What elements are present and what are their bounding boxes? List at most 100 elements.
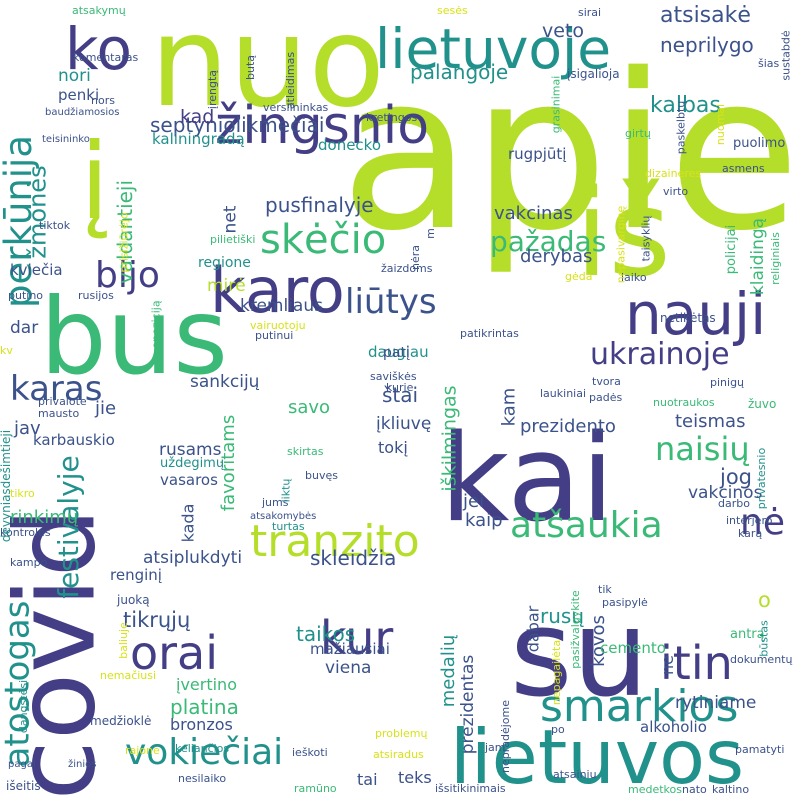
cloud-word: smarkios xyxy=(540,681,739,732)
cloud-word: cemento xyxy=(600,639,666,657)
cloud-word: taikos xyxy=(296,622,356,646)
cloud-word: štai xyxy=(382,383,419,407)
cloud-word: penki xyxy=(58,86,100,104)
cloud-word: teismas xyxy=(675,411,746,432)
cloud-word: ko xyxy=(65,15,133,83)
cloud-word: verslininkas xyxy=(263,101,329,114)
cloud-word: laukiniai xyxy=(540,387,587,400)
cloud-word: tranzito xyxy=(250,516,420,567)
cloud-word: dar xyxy=(10,318,39,338)
cloud-word: naisių xyxy=(655,430,750,468)
cloud-word: ukrainoje xyxy=(590,337,730,372)
cloud-word: įvertino xyxy=(176,675,237,694)
cloud-word: skėčio xyxy=(260,217,387,263)
cloud-word: rusų xyxy=(540,604,584,628)
cloud-word: vairuotoju xyxy=(250,319,306,332)
cloud-word: nauji xyxy=(625,280,767,348)
cloud-word: viena xyxy=(325,658,372,678)
cloud-word: vakcinas xyxy=(494,203,573,224)
cloud-word: tikro xyxy=(10,487,35,500)
cloud-word: padės xyxy=(589,391,623,404)
cloud-word: žuvo xyxy=(748,397,777,411)
cloud-word: nuo xyxy=(150,0,385,135)
cloud-word: kad xyxy=(180,106,215,128)
cloud-word: jam xyxy=(485,741,506,754)
cloud-word: komentaras xyxy=(73,51,139,64)
cloud-word: keliančios xyxy=(175,742,230,755)
cloud-word: bus xyxy=(40,276,228,398)
cloud-word: kampo xyxy=(10,556,48,569)
cloud-word: donecko xyxy=(318,136,382,154)
cloud-word: bijo xyxy=(95,255,160,296)
cloud-word: alkoholio xyxy=(640,718,707,736)
cloud-word: grasinimai xyxy=(548,75,562,133)
cloud-word: patikrintas xyxy=(460,327,519,340)
cloud-word: pagal xyxy=(8,759,36,770)
cloud-word: jog xyxy=(720,465,753,489)
cloud-word: sustabdė xyxy=(779,29,793,81)
cloud-word: sirai xyxy=(578,6,602,19)
cloud-word: atsiradus xyxy=(373,748,424,761)
cloud-word: skleidžia xyxy=(310,546,397,570)
cloud-word: su xyxy=(510,585,649,724)
cloud-word: puolimo xyxy=(733,136,786,151)
cloud-word: bronzos xyxy=(170,715,233,734)
cloud-word: taisyklių xyxy=(638,215,652,261)
cloud-word: baliuje xyxy=(116,622,130,659)
cloud-word: girtų xyxy=(625,127,651,140)
cloud-word: sankcijų xyxy=(190,372,260,392)
cloud-word: kv xyxy=(0,344,13,357)
cloud-word: tvora xyxy=(592,375,621,388)
cloud-word: į xyxy=(80,121,110,243)
cloud-word: regione xyxy=(198,255,251,271)
cloud-word: po xyxy=(551,723,565,736)
cloud-word: pilietiški xyxy=(210,233,256,246)
cloud-word: skirtas xyxy=(287,445,324,458)
cloud-word: medetkos xyxy=(628,783,682,796)
cloud-word: nato xyxy=(682,783,707,796)
cloud-word: prisižiūrėjo xyxy=(117,211,131,273)
cloud-word: net xyxy=(219,205,240,233)
cloud-word: kretingos xyxy=(366,111,418,124)
cloud-word: kalbas xyxy=(650,93,721,118)
cloud-word: jav xyxy=(14,418,41,439)
cloud-word: žinios xyxy=(68,759,97,770)
cloud-word: kremliaus xyxy=(240,296,323,316)
cloud-word: kaliningradą xyxy=(152,130,245,148)
cloud-word: gėda xyxy=(565,270,593,283)
cloud-word: pasižvalgykite xyxy=(568,590,582,669)
cloud-word: šias xyxy=(758,57,780,70)
cloud-word: mirė xyxy=(207,276,246,296)
cloud-word: buvęs xyxy=(305,469,338,482)
cloud-word: liktų xyxy=(278,478,292,502)
cloud-word: lietuvos xyxy=(450,713,745,800)
cloud-word: nori xyxy=(58,66,91,86)
cloud-word: problemų xyxy=(375,727,428,740)
cloud-word: atsainiu xyxy=(553,768,597,781)
cloud-word: juoką xyxy=(117,593,150,607)
cloud-word: ramūno xyxy=(294,782,337,795)
cloud-word: dabar xyxy=(522,605,542,652)
cloud-word: kaltino xyxy=(712,783,750,796)
cloud-word: derybas xyxy=(520,246,593,267)
cloud-word: atsiplukdyti xyxy=(143,548,243,568)
cloud-word: pažadas xyxy=(490,225,607,258)
cloud-word: nuotraukos xyxy=(653,396,715,409)
cloud-word: ne xyxy=(657,655,677,675)
cloud-word: žingsnio xyxy=(215,96,430,156)
cloud-word: renginį xyxy=(110,566,162,584)
cloud-word: rusijos xyxy=(78,289,114,302)
cloud-word: nepagailėta xyxy=(550,639,564,706)
cloud-word: nė xyxy=(740,502,785,543)
cloud-word: išsitikinimais xyxy=(435,782,506,795)
cloud-word: asmens xyxy=(722,162,765,175)
cloud-word: prezidentas xyxy=(458,654,479,755)
cloud-word: pasipylė xyxy=(602,596,648,609)
cloud-word: karas xyxy=(10,369,103,409)
cloud-word: tikrųjų xyxy=(123,608,191,632)
cloud-word: nemačiusi xyxy=(100,669,157,682)
cloud-word: platina xyxy=(170,695,239,719)
cloud-word: nuomai xyxy=(714,103,728,146)
cloud-word: atsakomybės xyxy=(250,511,317,522)
